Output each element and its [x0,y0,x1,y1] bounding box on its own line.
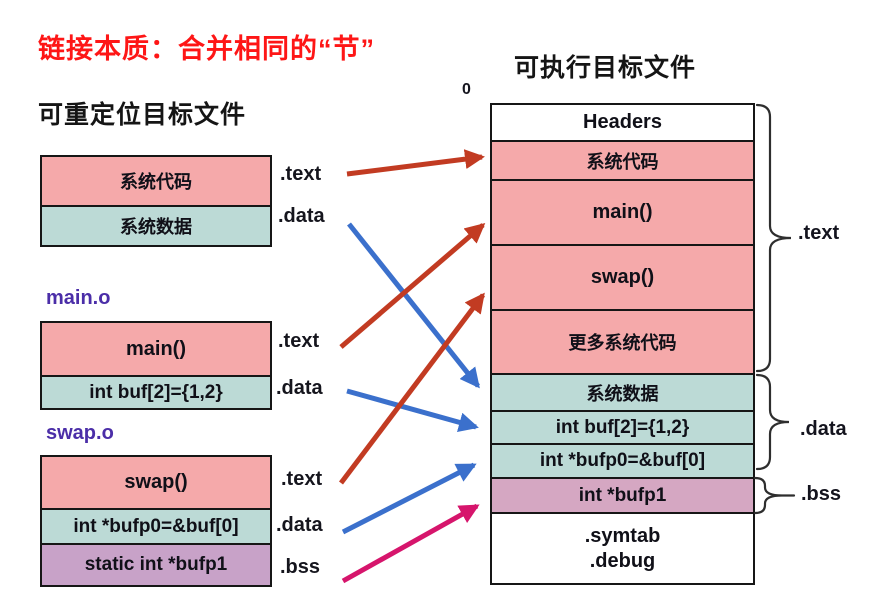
system-data-section-label: .data [278,205,325,227]
exec-swap-row: swap() [492,246,753,311]
debug-label: .debug [589,549,656,572]
swap-bss-section-label: .bss [280,556,321,578]
brace-text-span [755,103,792,373]
arrow-main-data [346,388,479,433]
exec-headers-row: Headers [492,105,753,142]
system-code-row: 系统代码 [42,157,270,207]
exec-bufp1-row: int *bufp1 [492,479,753,514]
system-text-section-label: .text [280,163,322,185]
brace-data-span [755,373,790,471]
main-text-section-label: .text [278,330,320,352]
arrow-system-text [346,149,485,177]
arrow-main-text [339,223,486,349]
swap-text-section-label: .text [281,468,323,490]
arrow-swap-text [339,292,485,485]
exec-system-code-row: 系统代码 [492,142,753,181]
origin-address-label: 0 [462,81,471,98]
swap-bufp1-row: static int *bufp1 [42,545,270,585]
swap-object-box: swap() int *bufp0=&buf[0] static int *bu… [40,455,272,587]
exec-more-system-code-row: 更多系统代码 [492,311,753,375]
main-buf-row: int buf[2]={1,2} [42,377,270,408]
main-data-section-label: .data [276,377,323,399]
executable-file-heading: 可执行目标文件 [514,54,697,82]
swap-bufp0-row: int *bufp0=&buf[0] [42,510,270,545]
exec-bufp0-row: int *bufp0=&buf[0] [492,445,753,479]
main-func-row: main() [42,323,270,377]
exec-main-row: main() [492,181,753,246]
executable-object-box: Headers 系统代码 main() swap() 更多系统代码 系统数据 i… [490,103,755,585]
symtab-label: .symtab [584,524,661,547]
exec-buf-row: int buf[2]={1,2} [492,412,753,445]
arrow-swap-data [341,462,477,535]
arrow-swap-bss [341,503,480,584]
slide-title: 链接本质：合并相同的“节” [38,34,375,64]
swap-data-section-label: .data [276,514,323,536]
main-module-name: main.o [46,287,111,309]
swap-func-row: swap() [42,457,270,510]
exec-data-brace-label: .data [800,418,847,440]
relocatable-files-heading: 可重定位目标文件 [38,101,247,129]
exec-system-data-row: 系统数据 [492,375,753,412]
arrow-system-data [347,222,480,389]
exec-bss-brace-label: .bss [801,483,842,505]
system-data-row: 系统数据 [42,207,270,245]
exec-text-brace-label: .text [798,222,840,244]
system-object-box: 系统代码 系统数据 [40,155,272,247]
main-object-box: main() int buf[2]={1,2} [40,321,272,410]
exec-symtab-debug-row: .symtab .debug [492,514,753,583]
swap-module-name: swap.o [46,422,114,444]
brace-bss-span [753,476,796,515]
